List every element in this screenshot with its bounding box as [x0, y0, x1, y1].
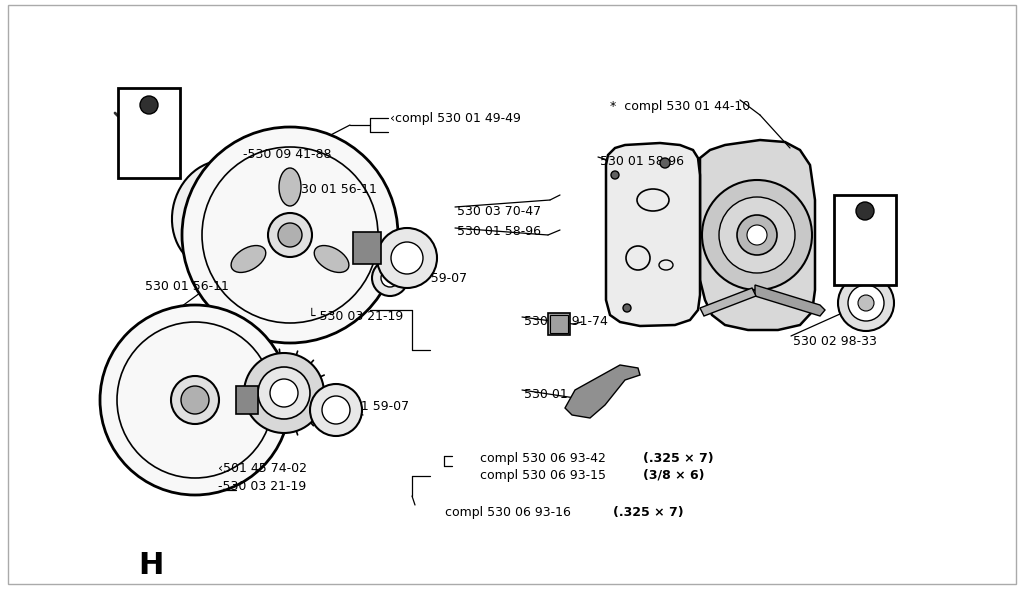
Circle shape [322, 396, 350, 424]
Ellipse shape [109, 346, 187, 440]
Circle shape [244, 353, 324, 433]
Text: H: H [138, 551, 164, 580]
Circle shape [737, 215, 777, 255]
Circle shape [372, 260, 408, 296]
Text: -530 03 21-19: -530 03 21-19 [218, 480, 306, 493]
Bar [834, 195, 896, 285]
Text: 530 02 98-33: 530 02 98-33 [793, 335, 877, 348]
Ellipse shape [236, 203, 256, 219]
Text: compl 530 06 93-15: compl 530 06 93-15 [480, 469, 606, 482]
Circle shape [660, 158, 670, 168]
Ellipse shape [314, 246, 349, 273]
Polygon shape [700, 288, 756, 316]
Text: 530 01 58-96: 530 01 58-96 [600, 155, 684, 168]
Bar [118, 88, 180, 178]
Circle shape [746, 225, 767, 245]
Text: ‹ 530 01 59-07: ‹ 530 01 59-07 [316, 400, 410, 413]
Text: 530 01 47-76: 530 01 47-76 [524, 388, 608, 401]
Circle shape [377, 228, 437, 288]
Text: 530 03 70-47: 530 03 70-47 [457, 205, 541, 218]
Circle shape [838, 275, 894, 331]
Text: ‹530 01 56-11: ‹530 01 56-11 [288, 183, 377, 196]
Circle shape [182, 127, 398, 343]
Ellipse shape [234, 223, 253, 240]
Bar [550, 315, 568, 333]
Circle shape [268, 213, 312, 257]
Text: *  compl 530 01 44-10: * compl 530 01 44-10 [610, 100, 751, 113]
Text: 530 01 91-74: 530 01 91-74 [524, 315, 608, 328]
Text: compl 530 06 93-16: compl 530 06 93-16 [445, 506, 570, 519]
Text: (.325 × 7): (.325 × 7) [643, 452, 714, 465]
Ellipse shape [279, 168, 301, 206]
Text: 530 01 58-96: 530 01 58-96 [457, 225, 541, 238]
Ellipse shape [231, 246, 266, 273]
Text: ‹compl 530 01 49-49: ‹compl 530 01 49-49 [390, 112, 521, 125]
Ellipse shape [237, 214, 259, 229]
Circle shape [270, 379, 298, 407]
Circle shape [848, 285, 884, 321]
Text: (3/8 × 6): (3/8 × 6) [643, 469, 705, 482]
Circle shape [140, 96, 158, 114]
Circle shape [181, 386, 209, 414]
Circle shape [310, 384, 362, 436]
Circle shape [623, 304, 631, 312]
Circle shape [278, 223, 302, 247]
Text: (.325 × 7): (.325 × 7) [613, 506, 684, 519]
Circle shape [171, 376, 219, 424]
FancyBboxPatch shape [353, 232, 381, 264]
Polygon shape [565, 365, 640, 418]
Text: compl 530 06 93-42: compl 530 06 93-42 [480, 452, 606, 465]
FancyBboxPatch shape [236, 386, 258, 414]
Text: └ 530 03 21-19: └ 530 03 21-19 [308, 310, 403, 323]
Circle shape [391, 242, 423, 274]
Polygon shape [755, 285, 825, 316]
Bar [548, 313, 570, 335]
Circle shape [100, 305, 290, 495]
Text: ‹530 01 59-07: ‹530 01 59-07 [378, 272, 467, 285]
Circle shape [858, 295, 874, 311]
Text: -530 09 41-88: -530 09 41-88 [243, 148, 332, 161]
Circle shape [856, 202, 874, 220]
Text: ‹501 45 74-02: ‹501 45 74-02 [218, 462, 307, 475]
Polygon shape [606, 143, 700, 326]
Circle shape [258, 367, 310, 419]
Polygon shape [700, 140, 815, 330]
Circle shape [381, 269, 399, 287]
Text: 530 01 56-11: 530 01 56-11 [145, 280, 229, 293]
Circle shape [611, 171, 618, 179]
Circle shape [702, 180, 812, 290]
Ellipse shape [172, 160, 268, 270]
Circle shape [719, 197, 795, 273]
